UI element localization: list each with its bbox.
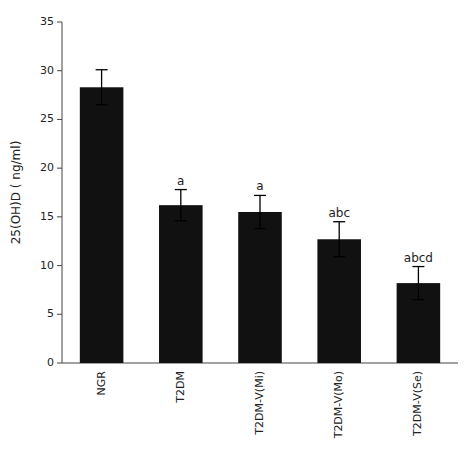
x-axis: NGR T2DM T2DM-V(Mi) T2DM-V(Mo) T2DM-V(Se) — [62, 363, 458, 439]
error-cap — [412, 266, 424, 267]
error-bar — [175, 190, 187, 221]
error-bar — [333, 222, 345, 257]
bar — [317, 239, 361, 363]
error-cap — [333, 221, 345, 222]
chart-svg: 0 5 10 15 20 25 30 35 25(OH)D ( ng/ml) NGR T2DM T2D… — [0, 0, 474, 455]
bar — [238, 212, 282, 363]
bar — [80, 87, 124, 363]
x-tick-label: T2DM-V(Mo) — [332, 371, 345, 439]
y-tick-label: 0 — [47, 356, 54, 369]
y-tick — [57, 314, 62, 315]
error-stem — [259, 195, 260, 228]
y-tick-label: 30 — [40, 64, 54, 77]
y-tick-label: 5 — [47, 307, 54, 320]
x-tick-label: T2DM-V(Mi) — [253, 371, 266, 436]
error-stem — [180, 190, 181, 221]
annotation: a — [177, 174, 184, 188]
annotation: abcd — [404, 251, 433, 265]
error-stem — [339, 222, 340, 257]
error-cap — [96, 104, 108, 105]
error-bar — [412, 267, 424, 300]
y-tick-label: 15 — [40, 210, 54, 223]
y-tick-label: 25 — [40, 112, 54, 125]
y-tick-label: 35 — [40, 15, 54, 28]
y-tick — [57, 119, 62, 120]
x-tick-label: NGR — [95, 371, 108, 396]
error-stem — [101, 70, 102, 105]
y-tick — [57, 216, 62, 217]
y-tick — [57, 70, 62, 71]
annotation: a — [256, 179, 263, 193]
y-tick — [57, 22, 62, 23]
y-axis-title: 25(OH)D ( ng/ml) — [9, 141, 23, 245]
error-cap — [412, 299, 424, 300]
error-cap — [175, 189, 187, 190]
chart-container: 0 5 10 15 20 25 30 35 25(OH)D ( ng/ml) NGR T2DM T2D… — [0, 0, 474, 455]
y-axis: 0 5 10 15 20 25 30 35 — [40, 15, 62, 369]
y-tick-label: 10 — [40, 259, 54, 272]
error-cap — [175, 220, 187, 221]
bar — [159, 205, 203, 363]
bars — [80, 70, 440, 363]
error-cap — [96, 69, 108, 70]
error-stem — [418, 267, 419, 300]
y-tick — [57, 168, 62, 169]
error-cap — [333, 256, 345, 257]
error-bar — [254, 195, 266, 228]
error-bar — [96, 70, 108, 105]
y-tick — [57, 265, 62, 266]
annotations: a a abc abcd — [177, 174, 433, 265]
x-tick-label: T2DM-V(Se) — [411, 371, 424, 437]
annotation: abc — [328, 206, 350, 220]
y-tick — [57, 363, 62, 364]
error-cap — [254, 195, 266, 196]
error-cap — [254, 228, 266, 229]
y-tick-label: 20 — [40, 161, 54, 174]
y-axis-line — [62, 22, 63, 363]
x-tick-label: T2DM — [174, 371, 187, 404]
